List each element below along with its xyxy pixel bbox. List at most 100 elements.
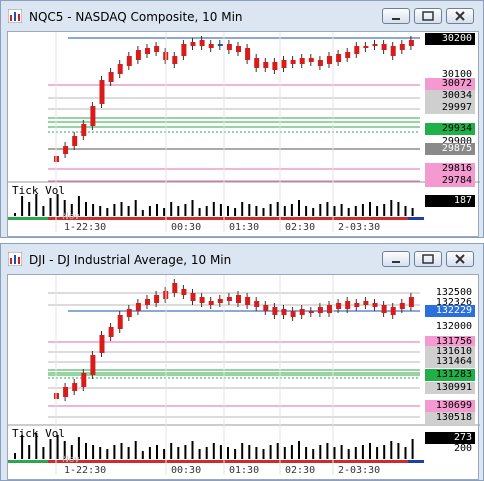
tick-volume-bar (347, 208, 350, 216)
tick-volume-bar (106, 449, 109, 459)
window-title: DJI - DJ Industrial Average, 10 Min (29, 253, 232, 267)
session-bar-post (408, 217, 424, 220)
tick-volume-bar (404, 206, 407, 216)
tick-volume-bar (397, 443, 400, 459)
tick-volume-bar (340, 445, 343, 459)
candle-body (281, 60, 287, 68)
candle-body (181, 44, 187, 56)
app-chart-icon (8, 252, 22, 266)
close-button[interactable] (446, 251, 474, 267)
tick-volume-bar (283, 206, 286, 216)
candle-body (172, 56, 178, 64)
price-tag: 29875 (425, 143, 475, 155)
tick-volume-bar (14, 213, 16, 216)
time-label: 00:30 (171, 222, 202, 233)
candlestick-plot[interactable] (8, 32, 480, 238)
tick-volume-bar (212, 443, 215, 459)
candle-body (108, 327, 114, 337)
tick-volume-bar (191, 441, 194, 459)
minimize-button[interactable] (382, 251, 410, 267)
tick-volume-bar (241, 443, 244, 459)
tick-volume-bar (77, 437, 80, 459)
candle-body (63, 387, 69, 397)
tick-volume-bar (177, 447, 180, 459)
candlestick-plot[interactable] (8, 275, 480, 481)
candle-body (308, 58, 314, 62)
tick-volume-bar (35, 433, 38, 459)
tick-volume-bar (120, 202, 123, 216)
candle-body (363, 46, 369, 48)
price-label: 29900 (441, 136, 472, 147)
price-chart[interactable]: 132500 132326 132229 132000 131756 13161… (7, 274, 480, 481)
minimize-icon (392, 261, 400, 263)
tick-volume-bar (326, 443, 329, 459)
price-tag: 29816 (425, 163, 475, 175)
tick-volume-bar (269, 204, 272, 216)
candle-body (390, 46, 396, 56)
candle-body (117, 315, 123, 329)
candle-body (63, 146, 69, 154)
tick-volume-bar (347, 449, 350, 459)
tick-volume-bar (361, 204, 364, 216)
tick-volume-bar (227, 206, 229, 216)
candle-body (108, 72, 114, 82)
tick-volume-bar (319, 204, 322, 216)
nasdaq-chart-window[interactable]: NQC5 - NASDAQ Composite, 10 Min 30200 30… (0, 0, 484, 238)
close-button[interactable] (446, 8, 474, 24)
candle-body (363, 301, 369, 305)
tick-volume-bar (390, 441, 393, 459)
candle-body (236, 46, 241, 52)
tick-volume-bar (198, 208, 201, 216)
time-label: 02:30 (285, 465, 316, 476)
tick-volume-bar (248, 204, 251, 216)
tick-volume-bar (113, 204, 116, 216)
tick-volume-bar (219, 445, 222, 459)
candle-body (126, 56, 132, 66)
candle-body (226, 44, 232, 50)
tick-volume-bar (333, 447, 336, 459)
candle-body (399, 303, 405, 309)
title-bar[interactable]: NQC5 - NASDAQ Composite, 10 Min (1, 1, 483, 31)
candle-body (399, 44, 405, 50)
candle-body (354, 46, 360, 54)
maximize-icon (422, 254, 434, 264)
tick-volume-bar (127, 447, 130, 459)
candle-body (208, 44, 214, 48)
candle-body (272, 62, 278, 70)
tick-volume-bar (390, 200, 393, 216)
candle-body (145, 299, 150, 305)
candle-body (190, 42, 196, 46)
maximize-button[interactable] (414, 251, 442, 267)
candle-body (281, 309, 287, 315)
candle-body (90, 106, 96, 126)
tick-volume-bar (70, 445, 73, 459)
tick-volume-bar (376, 447, 379, 459)
tick-volume-bar (92, 204, 95, 216)
price-chart[interactable]: 30200 30100 30072 30034 29997 29934 2990… (7, 31, 480, 238)
last-price-tag: 132229 (425, 305, 475, 317)
candle-body (372, 303, 378, 307)
price-label: 132500 (435, 287, 472, 298)
window-title: NQC5 - NASDAQ Composite, 10 Min (29, 10, 243, 24)
minimize-button[interactable] (382, 8, 410, 24)
dji-chart-window[interactable]: DJI - DJ Industrial Average, 10 Min 1325… (0, 243, 484, 481)
tick-volume-bar (376, 206, 379, 216)
candle-body (172, 283, 178, 293)
title-bar[interactable]: DJI - DJ Industrial Average, 10 Min (1, 244, 483, 274)
tick-volume-bar (404, 447, 407, 459)
tick-volume-bar (49, 198, 52, 216)
tick-volume-bar (198, 449, 201, 459)
session-bar (48, 217, 408, 220)
tick-volume-bar (411, 208, 414, 216)
close-icon (455, 11, 465, 21)
tick-volume-bar (63, 441, 66, 459)
session-bar-post (408, 460, 424, 463)
candle-body (99, 335, 105, 353)
candle-body (245, 48, 251, 60)
maximize-button[interactable] (414, 8, 442, 24)
tick-volume-bar (14, 453, 16, 459)
tick-volume-bar (156, 204, 158, 216)
tick-volume-bar (255, 447, 258, 459)
candle-body (390, 307, 396, 315)
tick-volume-bar (411, 439, 414, 459)
